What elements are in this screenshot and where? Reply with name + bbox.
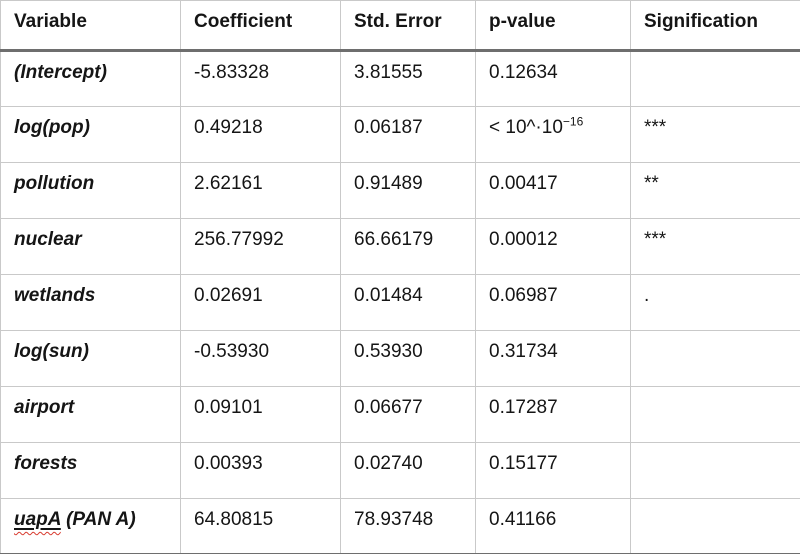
column-header-variable: Variable [0,0,181,52]
cell-coefficient: -0.53930 [180,330,341,387]
cell-variable: forests [0,442,181,499]
table-row: uapA (PAN A) 64.80815 78.93748 0.41166 [0,498,800,554]
cell-std_error: 0.01484 [340,274,476,331]
table-row: (Intercept) -5.83328 3.81555 0.12634 [0,50,800,107]
cell-variable: log(sun) [0,330,181,387]
cell-coefficient: 0.09101 [180,386,341,443]
cell-std_error: 78.93748 [340,498,476,554]
cell-std_error: 0.06187 [340,106,476,163]
cell-std_error: 0.91489 [340,162,476,219]
cell-coefficient: 64.80815 [180,498,341,554]
table-row: pollution 2.62161 0.91489 0.00417 ** [0,162,800,219]
cell-signification [630,498,800,554]
table-row: log(sun) -0.53930 0.53930 0.31734 [0,330,800,387]
table-row: airport 0.09101 0.06677 0.17287 [0,386,800,443]
cell-coefficient: 0.00393 [180,442,341,499]
cell-p_value: 0.41166 [475,498,631,554]
cell-std_error: 0.06677 [340,386,476,443]
column-header-signification: Signification [630,0,800,52]
misspelled-word: uapA [14,509,61,530]
cell-signification: *** [630,106,800,163]
cell-signification: *** [630,218,800,275]
cell-signification: ** [630,162,800,219]
cell-p_value: < 10^·10−16 [475,106,631,163]
column-header-coefficient: Coefficient [180,0,341,52]
cell-p_value: 0.00417 [475,162,631,219]
table-row: forests 0.00393 0.02740 0.15177 [0,442,800,499]
cell-coefficient: -5.83328 [180,50,341,107]
cell-signification: . [630,274,800,331]
cell-coefficient: 2.62161 [180,162,341,219]
cell-coefficient: 0.49218 [180,106,341,163]
cell-p_value: 0.15177 [475,442,631,499]
cell-variable: pollution [0,162,181,219]
cell-variable: uapA (PAN A) [0,498,181,554]
cell-coefficient: 256.77992 [180,218,341,275]
cell-p_value: 0.17287 [475,386,631,443]
cell-signification [630,386,800,443]
column-header-p_value: p-value [475,0,631,52]
cell-coefficient: 0.02691 [180,274,341,331]
header-row: Variable Coefficient Std. Error p-value Sign… [0,0,800,52]
cell-p_value: 0.31734 [475,330,631,387]
cell-variable: airport [0,386,181,443]
table-row: nuclear 256.77992 66.66179 0.00012 *** [0,218,800,275]
cell-std_error: 3.81555 [340,50,476,107]
cell-variable: (Intercept) [0,50,181,107]
cell-std_error: 0.53930 [340,330,476,387]
table-row: wetlands 0.02691 0.01484 0.06987. [0,274,800,331]
cell-signification [630,442,800,499]
cell-std_error: 66.66179 [340,218,476,275]
column-header-std_error: Std. Error [340,0,476,52]
cell-signification [630,330,800,387]
cell-std_error: 0.02740 [340,442,476,499]
cell-p_value: 0.12634 [475,50,631,107]
table-body: (Intercept) -5.83328 3.81555 0.12634 log(pop… [0,50,800,554]
cell-variable: nuclear [0,218,181,275]
cell-variable: log(pop) [0,106,181,163]
cell-signification [630,50,800,107]
cell-p_value: 0.06987 [475,274,631,331]
table-row: log(pop) 0.49218 0.06187 < 10^·10−16 *** [0,106,800,163]
cell-p_value: 0.00012 [475,218,631,275]
cell-variable: wetlands [0,274,181,331]
